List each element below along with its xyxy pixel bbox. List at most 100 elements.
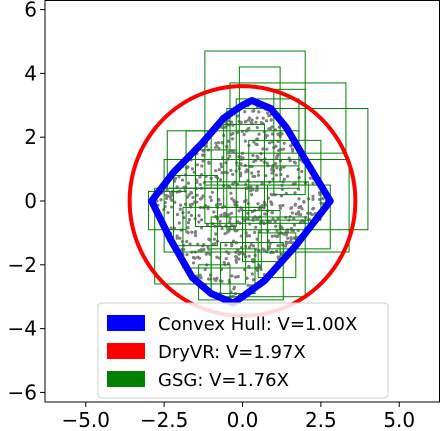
gsg-box xyxy=(204,181,309,224)
axes: −5.0 −2.5 0.0 2.5 5.0 −6 −4 −2 0 2 4 6 xyxy=(8,0,440,431)
sample-point xyxy=(239,171,243,175)
sample-point xyxy=(247,116,252,120)
sample-point xyxy=(211,222,215,226)
plot-content xyxy=(127,50,369,318)
sample-point xyxy=(256,202,260,206)
sample-point xyxy=(230,244,234,248)
sample-point xyxy=(289,144,293,148)
sample-point xyxy=(297,197,301,201)
sample-point xyxy=(220,279,224,283)
sample-point xyxy=(289,206,293,210)
sample-point xyxy=(274,173,278,177)
sample-point xyxy=(228,154,232,158)
sample-point xyxy=(189,213,193,217)
sample-point xyxy=(234,260,239,264)
sample-point xyxy=(198,182,202,187)
sample-point xyxy=(278,204,282,208)
sample-point xyxy=(187,210,191,214)
sample-point xyxy=(212,277,216,281)
sample-point xyxy=(247,264,251,268)
sample-point xyxy=(243,110,247,114)
sample-point xyxy=(265,133,269,138)
sample-point xyxy=(173,176,178,180)
sample-point xyxy=(308,211,313,216)
sample-point xyxy=(180,239,184,244)
sample-point xyxy=(227,251,231,256)
sample-point xyxy=(265,161,269,165)
sample-point xyxy=(236,220,240,224)
sample-point xyxy=(211,242,215,246)
sample-point xyxy=(270,193,275,197)
x-tick-label: 0.0 xyxy=(227,408,259,431)
sample-point xyxy=(199,276,203,280)
sample-point xyxy=(245,276,249,280)
sample-point xyxy=(252,140,256,144)
sample-point xyxy=(166,210,170,215)
sample-point xyxy=(231,172,235,177)
sample-point xyxy=(257,229,261,234)
legend-label: Convex Hull: V=1.00X xyxy=(158,314,357,335)
sample-point xyxy=(170,198,174,202)
sample-point xyxy=(200,196,204,200)
sample-point xyxy=(223,232,227,236)
gsg-box xyxy=(163,159,350,253)
sample-point xyxy=(197,256,202,260)
legend: Convex Hull: V=1.00X DryVR: V=1.97X GSG: V… xyxy=(97,302,389,399)
sample-point xyxy=(308,176,313,180)
sample-point xyxy=(244,231,248,235)
gsg-box xyxy=(223,123,265,208)
sample-point xyxy=(275,156,279,160)
x-tick-label: 2.5 xyxy=(305,408,337,431)
sample-point xyxy=(217,146,221,151)
sample-point xyxy=(207,160,211,164)
gsg-box xyxy=(226,107,369,231)
sample-point xyxy=(237,154,241,159)
sample-point xyxy=(299,204,303,209)
legend-label: DryVR: V=1.97X xyxy=(158,342,306,363)
sample-point xyxy=(261,116,265,120)
sample-point xyxy=(218,178,223,182)
sample-point xyxy=(218,219,222,223)
sample-point xyxy=(268,113,272,118)
sample-point xyxy=(239,162,243,166)
sample-point xyxy=(249,120,253,125)
gsg-box xyxy=(229,82,347,154)
sample-point xyxy=(255,188,259,192)
sample-point xyxy=(223,170,227,174)
sample-point xyxy=(185,239,189,244)
sample-point xyxy=(237,257,241,261)
gsg-box xyxy=(173,174,218,247)
sample-point xyxy=(256,170,260,174)
sample-point xyxy=(197,220,201,224)
sample-point xyxy=(229,211,234,215)
sample-point xyxy=(275,166,279,170)
sample-point xyxy=(203,267,207,272)
sample-point xyxy=(247,234,252,238)
sample-point xyxy=(226,150,231,155)
sample-point xyxy=(267,127,271,131)
sample-point xyxy=(214,169,218,173)
sample-point xyxy=(241,217,245,221)
sample-point xyxy=(293,202,298,206)
sample-point xyxy=(268,220,272,224)
sample-point xyxy=(185,253,189,257)
sample-point xyxy=(230,274,234,278)
sample-point xyxy=(215,144,219,148)
sample-point xyxy=(274,144,278,148)
sample-point xyxy=(287,156,291,160)
sample-point xyxy=(214,232,218,236)
sample-point xyxy=(175,185,179,189)
sample-point xyxy=(257,110,261,114)
sample-point xyxy=(168,191,173,195)
sample-point xyxy=(274,161,278,166)
sample-point xyxy=(255,143,259,147)
sample-point xyxy=(175,212,180,217)
sample-point xyxy=(169,205,174,209)
sample-point xyxy=(252,108,256,113)
y-tick-label: 6 xyxy=(24,0,37,22)
y-tick-label: 2 xyxy=(24,125,37,149)
sample-point xyxy=(209,198,213,203)
sample-point xyxy=(186,226,190,230)
sample-point xyxy=(198,175,202,179)
